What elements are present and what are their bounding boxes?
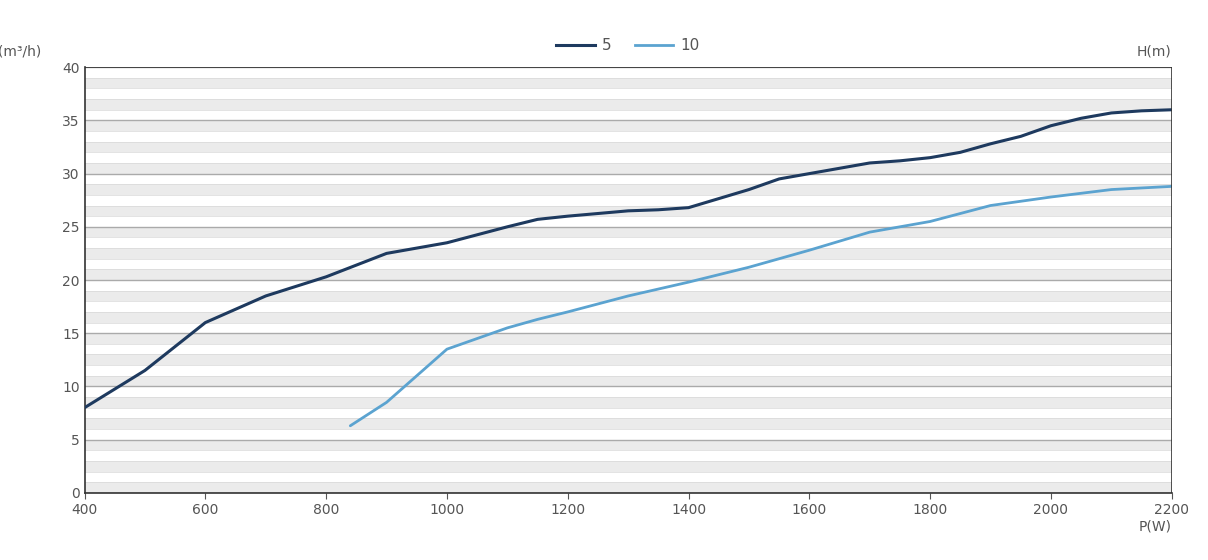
Bar (85, 120, 1172, 131)
Bar (85, 206, 1172, 216)
Bar (85, 461, 1172, 472)
Bar (85, 216, 1172, 227)
Bar (85, 78, 1172, 88)
Bar (85, 450, 1172, 461)
Bar (85, 99, 1172, 110)
Bar (85, 291, 1172, 301)
Bar (85, 67, 1172, 78)
Bar (85, 142, 1172, 152)
Bar (85, 259, 1172, 269)
Bar (85, 110, 1172, 120)
Bar (85, 440, 1172, 450)
Bar (85, 248, 1172, 259)
Bar (85, 301, 1172, 312)
Bar (85, 397, 1172, 408)
Y-axis label: Q(m³/h): Q(m³/h) (0, 45, 41, 59)
Bar (85, 131, 1172, 142)
Bar (85, 280, 1172, 291)
Bar (85, 333, 1172, 344)
Bar (85, 408, 1172, 418)
Bar (85, 163, 1172, 174)
Bar (85, 344, 1172, 354)
Bar (85, 152, 1172, 163)
Bar (85, 365, 1172, 376)
Text: H(m): H(m) (1137, 45, 1172, 59)
Bar (85, 312, 1172, 323)
Bar (85, 386, 1172, 397)
Bar (85, 354, 1172, 365)
X-axis label: P(W): P(W) (1139, 520, 1172, 534)
Bar (85, 482, 1172, 493)
Bar (85, 429, 1172, 440)
Bar (85, 174, 1172, 184)
Bar (85, 195, 1172, 206)
Bar (85, 227, 1172, 237)
Bar (85, 237, 1172, 248)
Legend: 5, 10: 5, 10 (551, 32, 705, 59)
Bar (85, 472, 1172, 482)
Bar (85, 418, 1172, 429)
Bar (85, 376, 1172, 386)
Bar (85, 323, 1172, 333)
Bar (85, 184, 1172, 195)
Bar (85, 269, 1172, 280)
Bar (85, 88, 1172, 99)
